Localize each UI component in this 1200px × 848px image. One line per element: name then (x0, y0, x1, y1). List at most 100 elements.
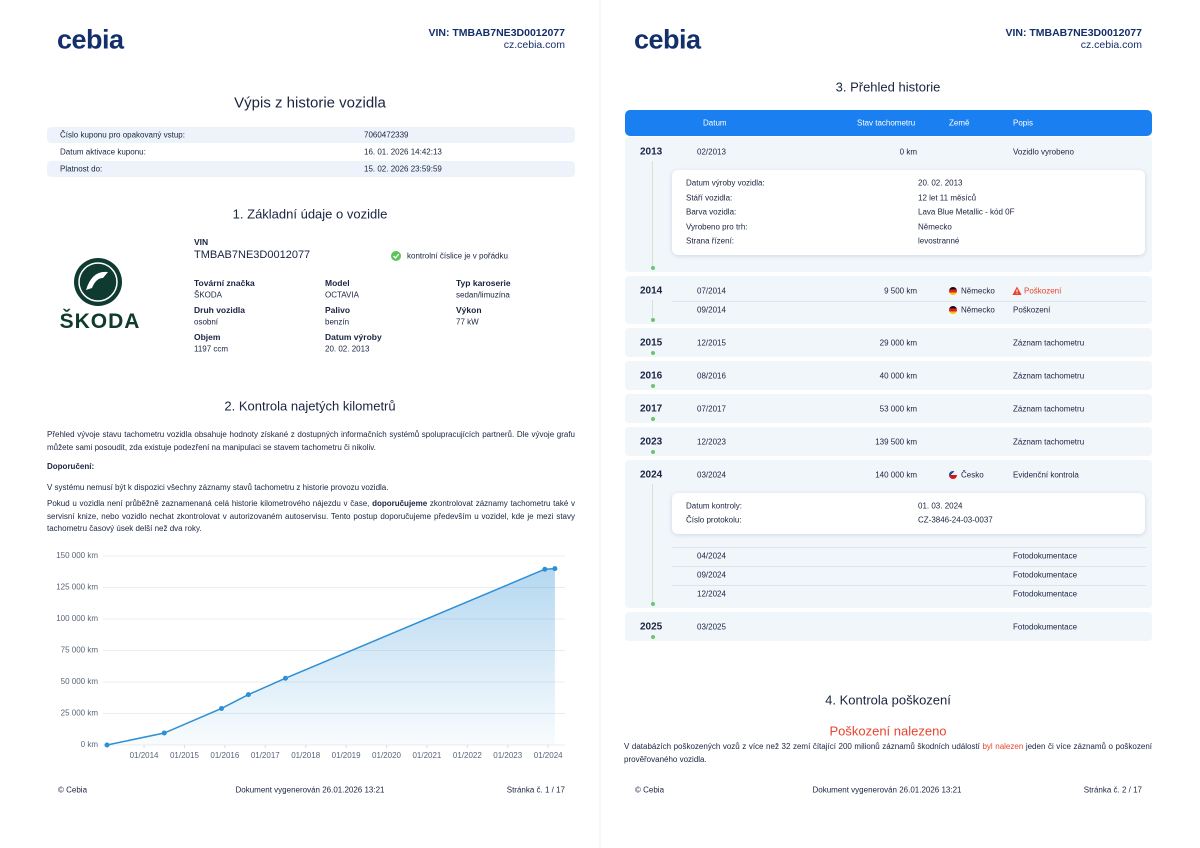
timeline (652, 483, 653, 604)
row-description: Fotodokumentace (1013, 622, 1078, 631)
damage-status: Poškození nalezeno (829, 723, 947, 739)
detail-value: levostranné (918, 236, 960, 246)
row-date: 09/2024 (697, 570, 726, 580)
vin-check: kontrolní číslice je v pořádku (407, 251, 508, 261)
field-value: sedan/limuzína (456, 290, 510, 300)
timeline-dot (650, 318, 655, 322)
field-value: 20. 02. 2013 (325, 344, 370, 354)
footer-center: Dokument vygenerován 26.01.2026 13:21 (235, 785, 385, 795)
paragraph: V systému nemusí být k dispozici všechny… (47, 482, 575, 495)
field-value: 77 kW (456, 317, 479, 327)
row-description: Záznam tachometru (1013, 404, 1085, 413)
footer-left: © Cebia (635, 785, 665, 795)
detail-label: Vyrobeno pro trh: (686, 222, 748, 231)
timeline-dot (650, 384, 655, 388)
table-header (625, 110, 1152, 136)
row-date: 08/2016 (697, 371, 726, 380)
flag (949, 286, 957, 295)
site: cz.cebia.com (503, 39, 565, 51)
text-run: byl nalezen (982, 742, 1024, 751)
field-label: Typ karoserie (456, 278, 511, 288)
row-odometer: 40 000 km (879, 371, 917, 380)
field-value: benzín (325, 317, 350, 327)
timeline-dot (650, 417, 655, 421)
vin-label: VIN (194, 237, 209, 247)
row-date: 09/2014 (697, 305, 726, 315)
year: 2013 (640, 146, 663, 158)
detail-value: 20. 02. 2013 (918, 178, 963, 188)
column-header: Země (949, 118, 970, 128)
detail-label: Datum kontroly: (686, 501, 743, 510)
text-run: Přehled vývoje stavu tachometru vozidla … (47, 430, 575, 452)
x-tick-label: 01/2020 (372, 751, 401, 760)
x-tick-label: 01/2022 (453, 751, 482, 760)
site: cz.cebia.com (1080, 39, 1142, 51)
point (282, 675, 288, 681)
row-date: 12/2015 (697, 338, 726, 347)
detail-value: Německo (918, 222, 952, 231)
row-odometer: 53 000 km (879, 404, 917, 413)
text-run: jeden či více záznamů o poškození prověř… (624, 742, 1152, 764)
detail-label: Datum výroby vozidla: (686, 178, 765, 188)
x-tick-label: 01/2021 (412, 751, 441, 760)
year: 2024 (640, 469, 663, 480)
row-description: Vozidlo vyrobeno (1013, 147, 1074, 157)
coupon-value: 16. 01. 2026 14:42:13 (364, 147, 442, 157)
row-description: Záznam tachometru (1013, 437, 1085, 446)
point (161, 730, 167, 736)
detail-label: Barva vozidla: (686, 207, 737, 217)
detail-box (672, 170, 1145, 255)
paragraph: Přehled vývoje stavu tachometru vozidla … (47, 429, 575, 454)
page-title: Výpis z historie vozidla (234, 94, 386, 112)
field-label: Tovární značka (194, 278, 255, 288)
row-date: 12/2024 (697, 589, 726, 599)
history-group (625, 426, 1152, 456)
alert-icon (1012, 286, 1022, 296)
field-label: Výkon (456, 305, 482, 315)
paragraph: Pokud u vozidla není průběžně zaznamenan… (47, 498, 575, 536)
year: 2017 (640, 403, 663, 414)
timeline-dot (650, 635, 655, 639)
footer-right: Stránka č. 1 / 17 (506, 785, 565, 795)
coupon-label: Číslo kuponu pro opakovaný vstup: (60, 130, 185, 140)
paragraph: Doporučení: (47, 461, 575, 474)
detail-value: 01. 03. 2024 (918, 501, 963, 510)
field-value: ŠKODA (194, 290, 223, 300)
row-description: Poškození (1013, 305, 1051, 315)
footer-left: © Cebia (58, 785, 88, 795)
row-date: 12/2023 (697, 437, 726, 446)
history-group (625, 393, 1152, 423)
detail-value: 12 let 11 měsíců (918, 193, 977, 202)
text-run: Pokud u vozidla není průběžně zaznamenan… (47, 499, 373, 508)
column-header: Popis (1013, 118, 1034, 128)
row-separator (672, 546, 1146, 548)
x-tick-label: 01/2014 (130, 751, 159, 760)
section-title: 1. Základní údaje o vozidle (232, 206, 388, 222)
row-country: Německo (961, 305, 995, 315)
footer-center: Dokument vygenerován 26.01.2026 13:21 (812, 785, 962, 795)
row-description: Záznam tachometru (1013, 371, 1085, 380)
alert-triangle (1012, 286, 1022, 295)
coupon-value: 7060472339 (364, 130, 409, 140)
row-date: 04/2024 (697, 551, 726, 561)
area (107, 568, 555, 745)
row-description: Evidenční kontrola (1013, 470, 1079, 479)
row-description: Fotodokumentace (1013, 551, 1078, 561)
flag (949, 470, 957, 479)
column-header: Datum (703, 118, 727, 128)
text-run: V databázích poškozených vozů z více než… (624, 742, 983, 751)
year: 2014 (640, 285, 663, 296)
history-group (625, 327, 1152, 357)
timeline-dot (650, 351, 655, 355)
timeline (652, 161, 653, 268)
coupon-row-bg (47, 161, 575, 177)
field-label: Objem (194, 332, 221, 342)
row-description: Poškození (1024, 286, 1062, 295)
x-tick-label: 01/2016 (210, 751, 239, 760)
x-tick-label: 01/2015 (170, 751, 199, 760)
point (542, 566, 548, 572)
y-tick-label: 25 000 km (61, 709, 99, 718)
history-group (625, 611, 1152, 641)
x-tick-label: 01/2019 (332, 751, 361, 760)
